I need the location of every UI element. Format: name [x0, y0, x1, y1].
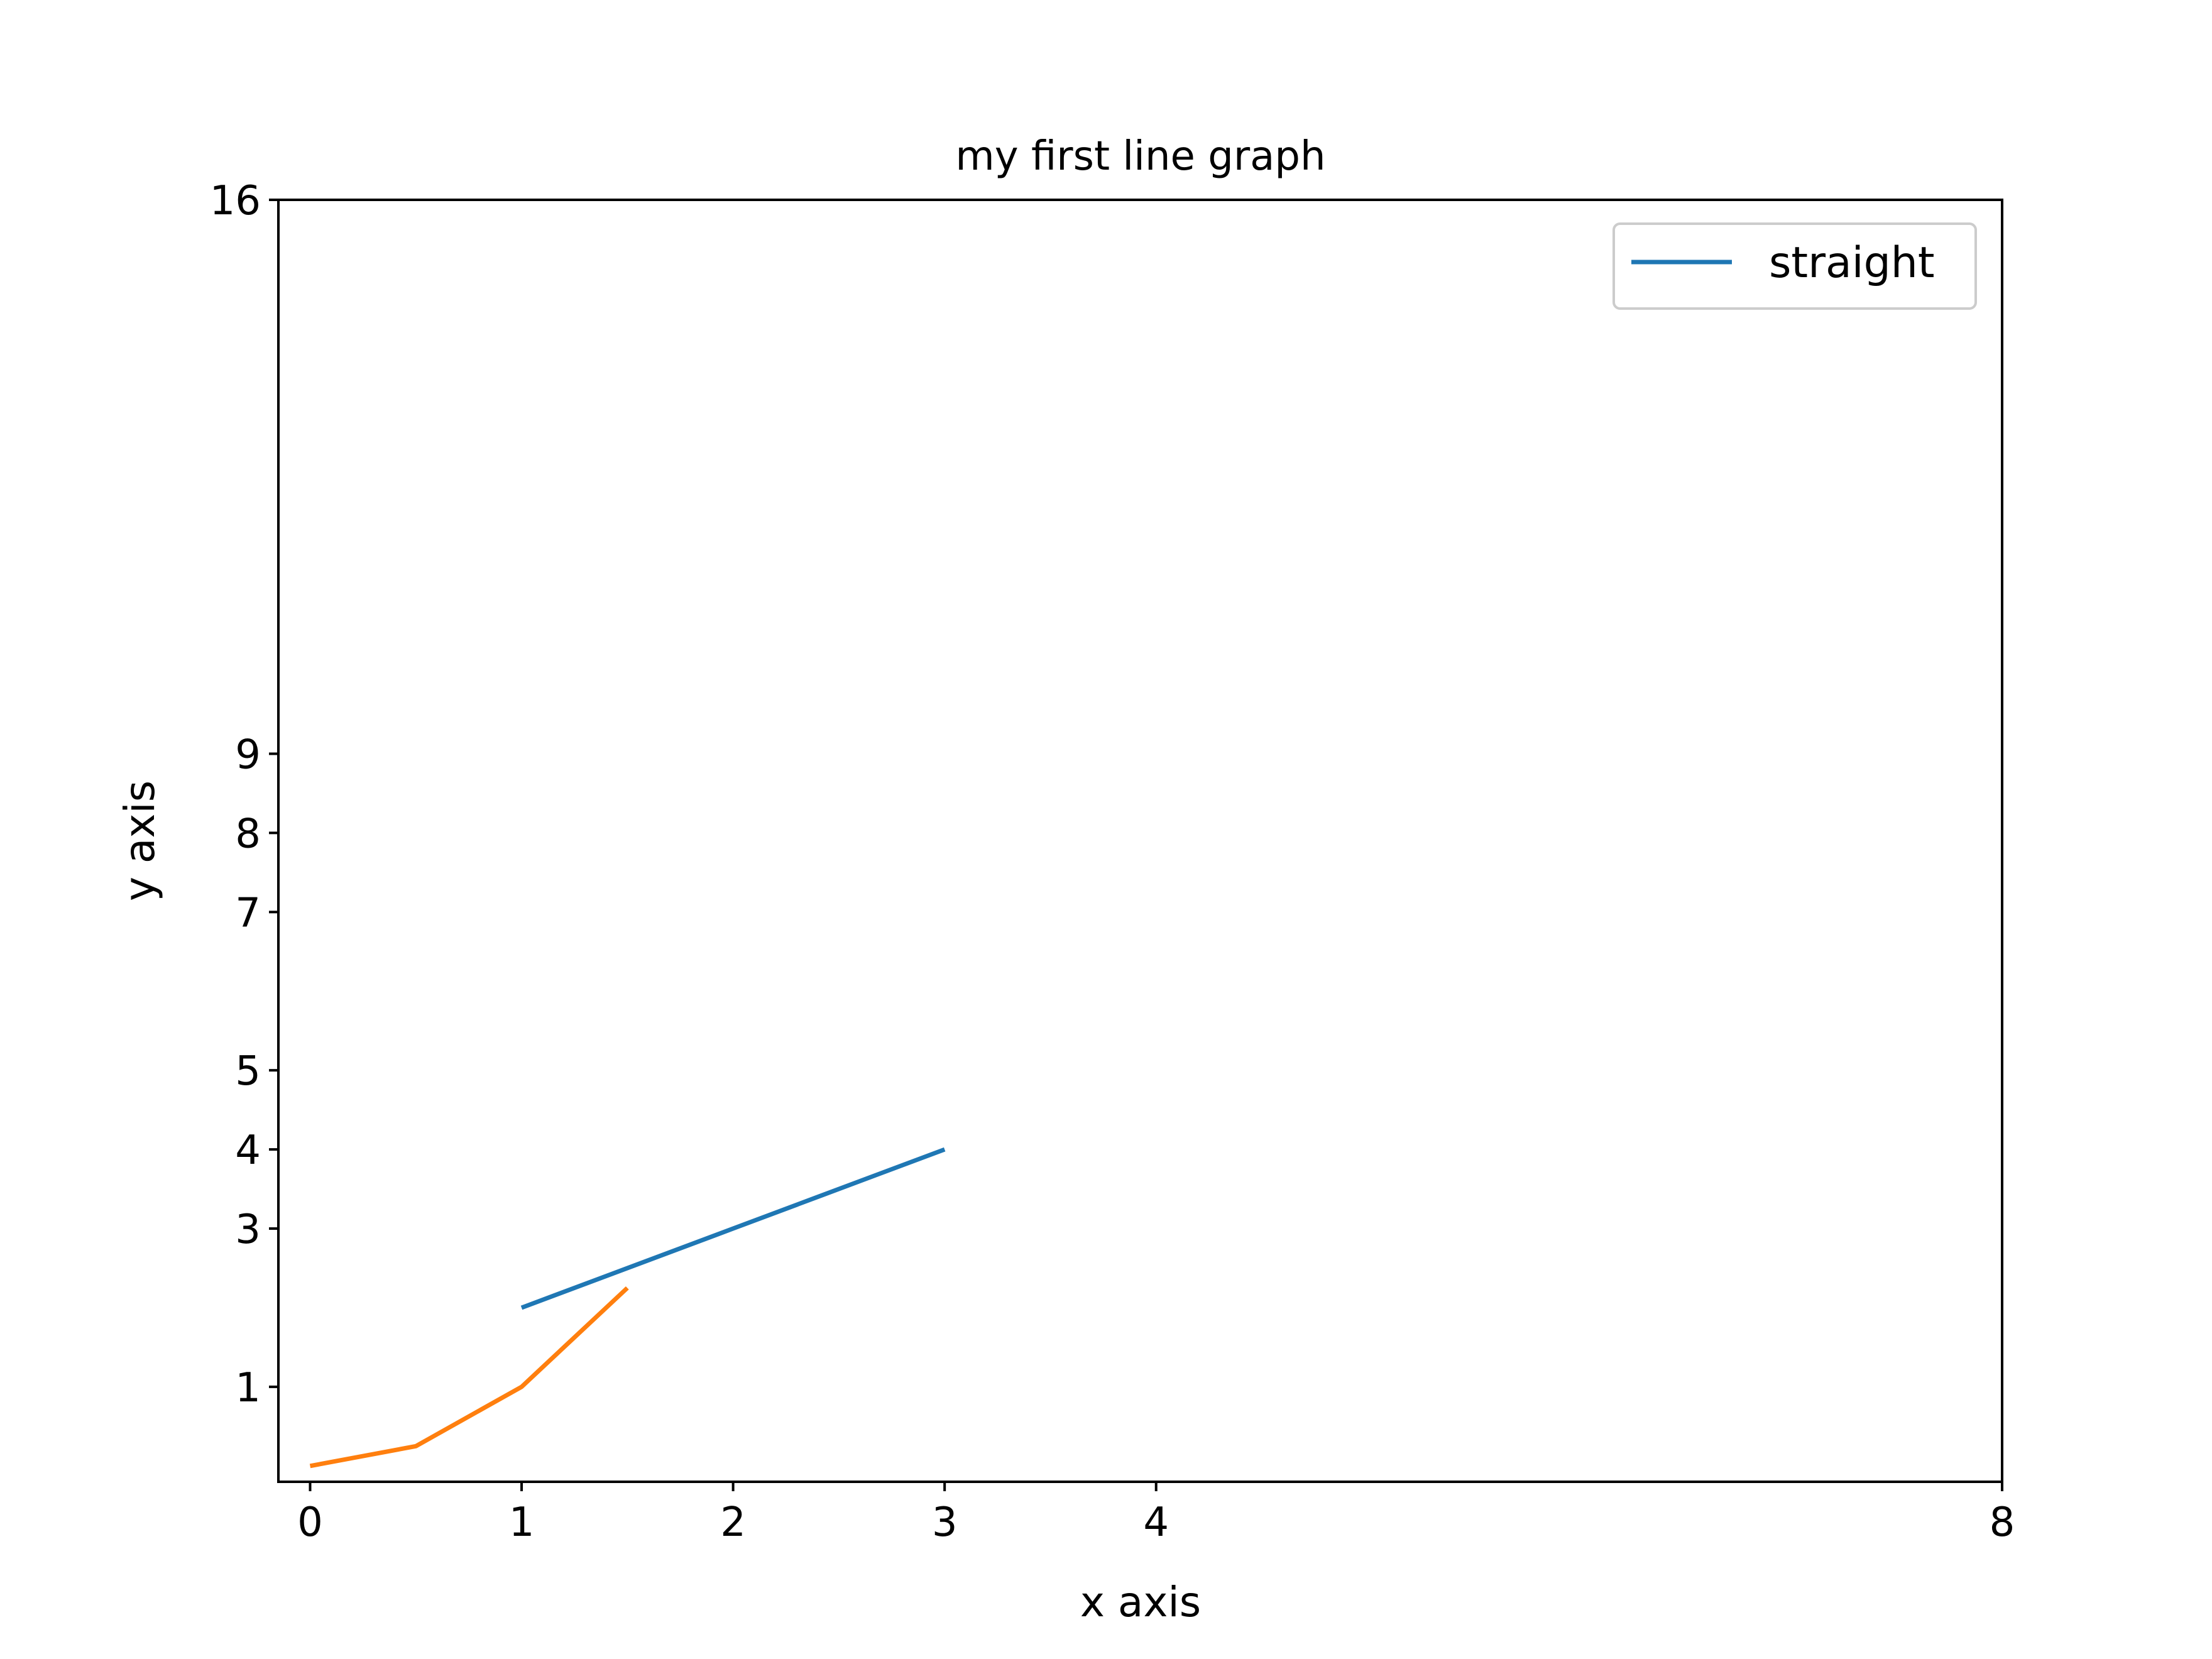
y-tick-label: 9: [235, 731, 261, 778]
y-tick-label: 1: [235, 1365, 261, 1411]
y-tick-label: 3: [235, 1207, 261, 1253]
x-axis-label: x axis: [1080, 1578, 1201, 1626]
series-line-straight: [520, 1147, 946, 1310]
x-tick-label: 8: [1990, 1499, 2015, 1546]
x-tick-label: 4: [1143, 1499, 1169, 1546]
x-tick-label: 2: [720, 1499, 746, 1546]
legend: straight: [1612, 222, 1977, 310]
y-tick-label: 5: [235, 1048, 261, 1095]
y-tick-label: 7: [235, 890, 261, 936]
x-tick-label: 3: [932, 1499, 958, 1546]
x-axis-ticks: 0 1 2 3 4 8: [297, 1482, 2015, 1546]
series-layer: [309, 1147, 946, 1469]
legend-label-straight: straight: [1769, 238, 1935, 288]
x-tick-label: 0: [297, 1499, 323, 1546]
y-tick-label: 8: [235, 811, 261, 857]
plot-frame: [277, 199, 2003, 1483]
y-tick-label: 4: [235, 1127, 261, 1174]
x-tick-label: 1: [509, 1499, 535, 1546]
y-axis-ticks: 1 3 4 5 7 8 9 16: [210, 178, 278, 1411]
series-line-series-2: [309, 1286, 629, 1469]
legend-box: [1612, 222, 1977, 310]
y-axis-label: y axis: [116, 780, 164, 901]
chart-title: my first line graph: [955, 133, 1325, 180]
y-tick-label: 16: [210, 178, 261, 224]
